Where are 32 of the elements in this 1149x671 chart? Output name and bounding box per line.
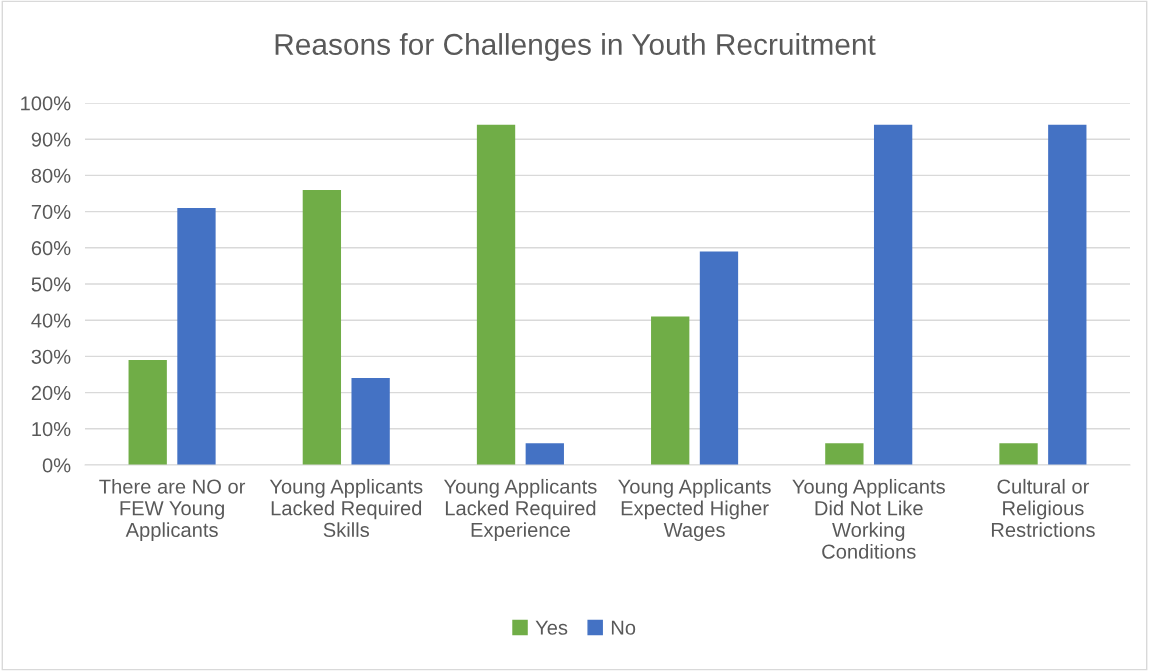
legend-label: Yes (535, 620, 568, 635)
bar (825, 443, 864, 465)
y-tick-label: 30% (31, 349, 71, 364)
y-tick-label: 90% (31, 132, 71, 147)
chart-title: Reasons for Challenges in Youth Recruitment (275, 33, 876, 61)
bar (873, 124, 913, 465)
bar (999, 443, 1038, 465)
y-tick-label: 20% (31, 385, 71, 401)
y-tick-label: 40% (31, 313, 71, 328)
bar (1048, 124, 1087, 465)
bar (476, 124, 516, 465)
y-tick-label: 80% (31, 168, 71, 183)
x-tick-label: Young Applicants Expected Higher Wages (618, 478, 771, 542)
y-tick-label: 70% (31, 204, 71, 220)
bar (651, 316, 690, 465)
x-tick-label: Young Applicants Did Not Like Working Conditions (792, 478, 945, 559)
bar (351, 378, 390, 465)
x-tick-label: There are NO or FEW Young Applicants (99, 478, 246, 542)
x-tick-label: Cultural or Religious Restrictions (991, 478, 1095, 538)
legend-label: No (611, 620, 636, 635)
x-tick-label: Young Applicants Lacked Required Skills (269, 478, 423, 538)
bar (699, 251, 739, 465)
bar (302, 189, 342, 465)
x-tick-label: Young Applicants Lacked Required Experience (443, 478, 597, 542)
bar (128, 360, 167, 465)
bar (525, 443, 564, 465)
y-tick-label: 50% (31, 277, 71, 292)
bar (177, 207, 216, 465)
y-tick-label: 0% (42, 458, 71, 473)
y-tick-label: 60% (31, 241, 71, 256)
y-tick-label: 10% (32, 422, 71, 437)
y-tick-label: 100% (21, 96, 71, 111)
